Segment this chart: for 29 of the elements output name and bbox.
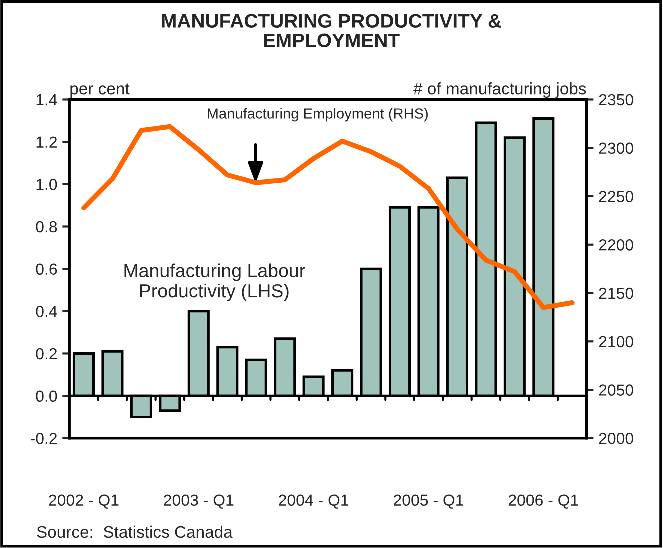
y-tick-label: 0.2 — [36, 348, 58, 360]
y2-tick-label: 2150 — [599, 288, 634, 300]
y2-tick-label: 2000 — [599, 433, 634, 444]
x-tick-label: 2005 - Q1 — [394, 494, 464, 509]
x-tick-label: 2006 - Q1 — [508, 494, 578, 509]
y-tick-label: 0.8 — [36, 221, 58, 233]
y-tick-label: 0.6 — [36, 264, 58, 276]
y-tick-label: -0.2 — [31, 433, 58, 444]
source-note: Source: Statistics Canada — [37, 526, 233, 538]
y2-axis-title: # of manufacturing jobs — [414, 82, 586, 98]
y2-tick-label: 2250 — [599, 191, 634, 202]
y2-tick-label: 2350 — [599, 94, 634, 106]
x-tick-label: 2002 - Q1 — [49, 494, 119, 509]
y-axis-title: per cent — [70, 84, 130, 98]
x-tick-label: 2003 - Q1 — [164, 494, 234, 509]
y-tick-label: 0.0 — [36, 390, 58, 402]
line-series — [82, 124, 575, 310]
y-tick-label: 1.4 — [36, 94, 58, 106]
y2-tick-label: 2200 — [599, 240, 634, 251]
chart-title: MANUFACTURING PRODUCTIVITY & EMPLOYMENT — [162, 14, 502, 48]
y2-tick-label: 2050 — [599, 384, 634, 396]
y-tick-label: 1.2 — [36, 136, 58, 148]
y2-tick-label: 2300 — [599, 142, 634, 154]
annotation: Manufacturing Labour Productivity (LHS) — [124, 264, 306, 302]
y-tick-label: 0.4 — [36, 306, 58, 318]
x-tick-label: 2004 - Q1 — [279, 494, 349, 509]
y-tick-label: 1.0 — [36, 179, 58, 190]
y2-tick-label: 2100 — [599, 336, 634, 348]
annotation: Manufacturing Employment (RHS) — [208, 108, 428, 122]
